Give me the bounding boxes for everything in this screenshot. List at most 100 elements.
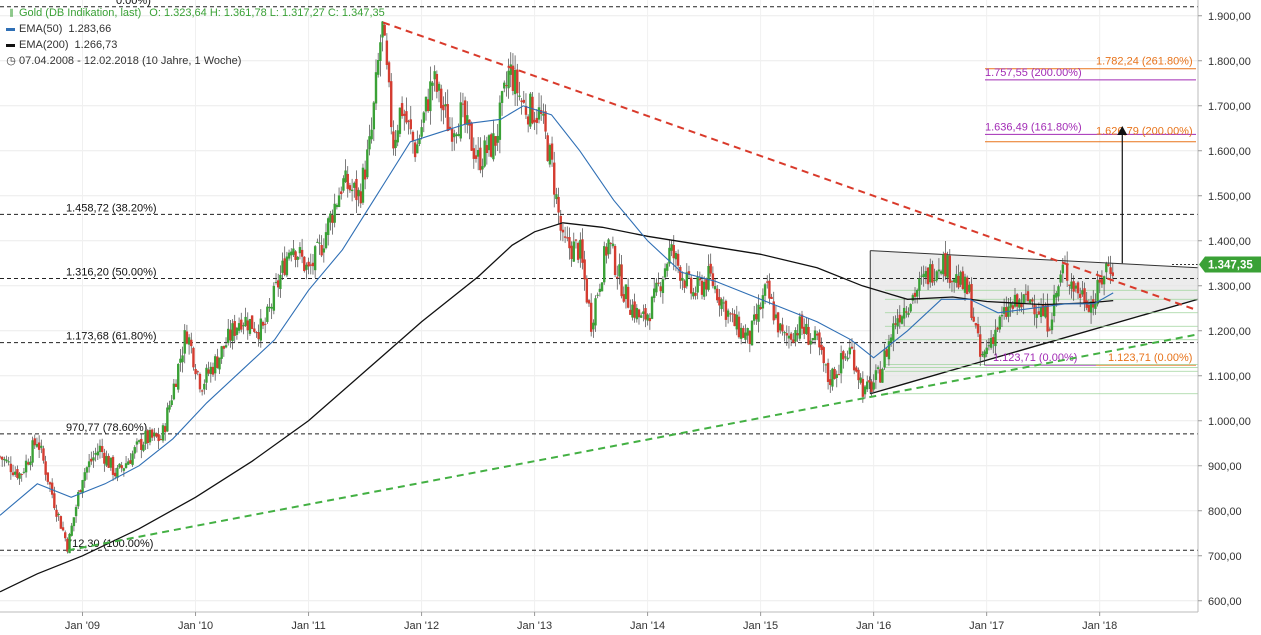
candle-body (40, 445, 43, 448)
candle-body (624, 284, 628, 300)
candle-body (209, 366, 213, 375)
candle-body (666, 263, 669, 271)
candle-body (544, 111, 547, 132)
candle-body (246, 320, 249, 331)
candle-body (131, 453, 134, 465)
y-tick-label: 1.400,00 (1208, 236, 1251, 248)
candle-body (357, 189, 360, 197)
candle-body (383, 24, 386, 36)
candle-body (1096, 280, 1099, 305)
y-tick-label: 900,00 (1208, 461, 1242, 473)
candle-body (974, 323, 978, 326)
candle-body (337, 195, 341, 208)
candle-body (53, 493, 56, 509)
candle-body (487, 135, 491, 151)
candle-body (648, 317, 652, 322)
candle-body (379, 42, 382, 61)
candle-body (696, 277, 699, 293)
candle-body (1094, 303, 1097, 309)
candle-body (294, 251, 297, 260)
candle-body (896, 318, 899, 327)
legend-ema200-value: 1.266,73 (74, 39, 118, 51)
candle-body (283, 258, 286, 275)
candle-body (694, 292, 697, 296)
candle-body (1081, 290, 1084, 295)
candle-body (1015, 294, 1019, 307)
candle-body (33, 438, 36, 446)
candle-body (898, 314, 902, 323)
candle-body (187, 337, 191, 345)
candle-body (403, 113, 406, 116)
candle-body (231, 323, 234, 342)
candle-body (1111, 272, 1115, 276)
candle-body (1031, 299, 1034, 302)
candle-body (513, 69, 517, 95)
candle-body (950, 281, 954, 283)
candle-body (366, 149, 369, 178)
candle-body (972, 316, 975, 322)
candle-body (1039, 307, 1043, 318)
candle-body (724, 300, 728, 320)
candle-body (587, 300, 591, 304)
legend-ema200-row: EMA(200) 1.266,73 (6, 37, 385, 53)
candle-body (566, 237, 569, 239)
candle-body (915, 289, 919, 297)
candle-body (824, 364, 828, 366)
candle-body (639, 315, 643, 318)
candle-body (1105, 263, 1108, 273)
candle-body (398, 107, 402, 134)
candle-body (829, 379, 832, 386)
candle-body (598, 288, 602, 292)
candle-body (668, 247, 671, 264)
candle-body (500, 91, 504, 103)
candle-body (718, 297, 721, 306)
candle-body (303, 256, 306, 272)
candle-body (446, 104, 449, 132)
legend-title-row: ⫼ Gold (DB Indikation, last) O: 1.323,64… (6, 5, 384, 21)
candle-body (733, 313, 736, 327)
candle-body (868, 380, 871, 383)
candle-body (253, 328, 256, 332)
candle-body (905, 311, 908, 313)
x-tick-label: Jan '13 (517, 620, 552, 632)
candle-body (787, 335, 791, 339)
candle-body (1026, 291, 1030, 301)
y-tick-label: 1.700,00 (1208, 101, 1251, 113)
candle-body (350, 189, 354, 192)
x-tick-label: Jan '17 (969, 620, 1004, 632)
chart-gridlines (0, 0, 1198, 612)
candle-body (800, 314, 804, 329)
trend-lines (67, 21, 1199, 552)
y-tick-label: 1.300,00 (1208, 281, 1251, 293)
triangle-lower-edge (870, 298, 1199, 395)
candle-body (987, 345, 991, 347)
candle-body (700, 280, 704, 295)
legend-ema50-value: 1.283,66 (68, 23, 112, 35)
candle-body (400, 103, 404, 117)
candle-body (781, 324, 784, 332)
candle-body (455, 134, 458, 136)
ema200-line (0, 222, 1114, 593)
candle-body (237, 323, 241, 331)
fibonacci-extension-levels: 1.782,24 (261.80%) 1.757,55 (200.00%) 1.63… (884, 56, 1198, 395)
candle-body (190, 339, 193, 347)
candle-body (661, 279, 665, 294)
candle-body (435, 73, 439, 92)
candle-body (353, 182, 356, 188)
candle-body (277, 280, 280, 288)
candle-body (503, 82, 506, 89)
candle-body (192, 347, 195, 368)
candle-body (90, 458, 93, 462)
candle-body (994, 329, 997, 347)
candle-body (485, 145, 489, 154)
triangle-upper-edge (870, 250, 1199, 269)
candle-body (629, 309, 632, 315)
candle-body (1044, 306, 1047, 318)
candle-body (913, 292, 917, 297)
candle-body (331, 215, 334, 223)
candle-body (531, 96, 534, 124)
candle-body (770, 296, 773, 300)
candle-body (907, 313, 910, 315)
candle-body (744, 332, 747, 340)
candle-body (85, 467, 89, 473)
